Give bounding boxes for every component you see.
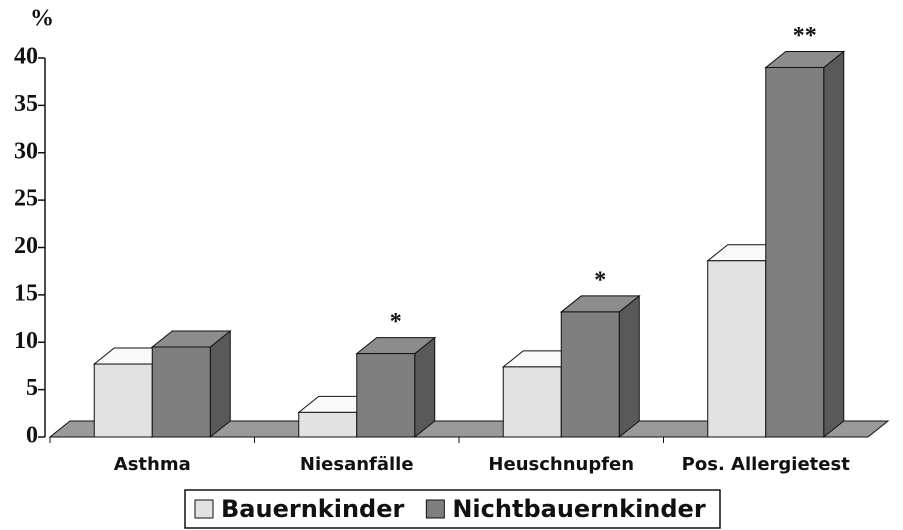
bar: [355, 336, 437, 439]
bar: [150, 329, 232, 439]
legend-label: Bauernkinder: [221, 495, 405, 523]
y-tick-label: 0: [26, 423, 38, 449]
y-tick-label: 35: [14, 91, 38, 117]
legend-box: [184, 489, 721, 529]
x-tick-label: Pos. Allergietest: [682, 454, 851, 475]
bar-side: [209, 329, 231, 439]
y-tick-label: 5: [26, 375, 38, 401]
bar-front: [93, 363, 153, 438]
bar: [764, 50, 846, 439]
bar-side: [414, 336, 436, 439]
annotation: **: [793, 23, 817, 49]
legend-swatch: [425, 499, 445, 519]
y-axis-label: %: [30, 6, 54, 32]
legend-label: Nichtbauernkinder: [452, 495, 705, 523]
annotation: *: [594, 267, 606, 293]
bar-front: [298, 411, 358, 438]
bar-front: [765, 66, 825, 438]
bar-front: [151, 346, 211, 438]
legend-swatch: [194, 499, 214, 519]
annotation: *: [390, 309, 402, 335]
bar-front: [560, 311, 620, 438]
bar-front: [502, 366, 562, 438]
y-tick-label: 10: [14, 328, 38, 354]
bar-side: [618, 294, 640, 439]
bar-front: [707, 260, 767, 438]
bar-front: [356, 353, 416, 438]
bar-side: [823, 50, 845, 439]
y-tick-label: 15: [14, 280, 38, 306]
y-tick-label: 40: [14, 44, 38, 70]
y-tick-label: 25: [14, 186, 38, 212]
x-tick-label: Asthma: [114, 454, 191, 475]
x-tick-label: Heuschnupfen: [488, 454, 634, 475]
x-tick-label: Niesanfälle: [300, 454, 414, 475]
y-tick-label: 30: [14, 138, 38, 164]
y-tick-label: 20: [14, 233, 38, 259]
bar: [559, 294, 641, 439]
